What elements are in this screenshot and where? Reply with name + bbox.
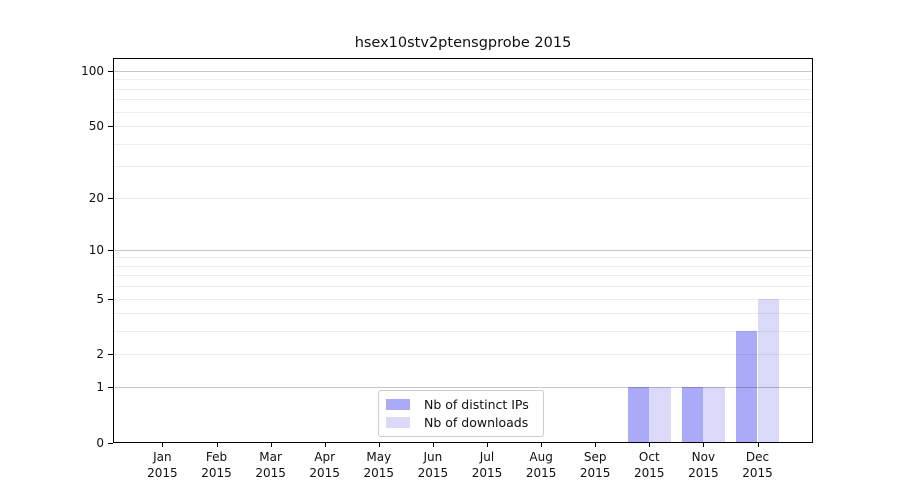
minor-gridline [113, 298, 813, 300]
x-tick-mark [541, 443, 543, 447]
x-tick-mark [324, 443, 326, 447]
x-tick-label-line: Feb [205, 450, 228, 464]
bar-nb-of-distinct-ips-nov [681, 387, 704, 443]
y-tick-mark [108, 443, 113, 444]
minor-gridline [113, 143, 813, 145]
x-tick-label-line: May [366, 450, 392, 464]
legend-swatch-downloads [386, 417, 410, 429]
x-tick-mark [757, 443, 759, 447]
bar-nb-of-distinct-ips-oct [627, 387, 650, 443]
x-tick-label-line: Dec [745, 450, 770, 464]
x-tick-label-line: Aug [529, 450, 553, 464]
minor-gridline [113, 99, 813, 101]
x-tick-label: Apr 2015 [298, 449, 352, 481]
y-tick-label: 0 [96, 436, 104, 450]
x-tick-label-line: 2015 [525, 466, 557, 480]
y-tick-mark [108, 298, 113, 300]
x-tick-label: Jun 2015 [406, 449, 460, 481]
x-tick-label-line: Mar [259, 450, 282, 464]
minor-gridline [113, 111, 813, 113]
bar-nb-of-downloads-oct [649, 387, 671, 443]
x-tick-label-line: 2015 [688, 466, 719, 480]
bar-nb-of-downloads-nov [703, 387, 725, 443]
y-tick-label: 2 [96, 347, 104, 362]
x-tick-label-line: Apr [314, 450, 336, 464]
legend-item-distinct-ips: Nb of distinct IPs [386, 395, 535, 414]
x-tick-mark [595, 443, 597, 447]
x-tick-label-line: Jun [423, 450, 443, 464]
x-tick-label-line: 2015 [363, 466, 395, 480]
minor-gridline [113, 197, 813, 199]
legend-item-downloads: Nb of downloads [386, 414, 535, 433]
x-tick-label: Feb 2015 [190, 449, 244, 481]
legend-label-downloads: Nb of downloads [424, 415, 529, 431]
legend-swatch-distinct-ips [386, 398, 410, 410]
x-tick-label-line: Oct [638, 450, 660, 464]
minor-gridline [113, 331, 813, 333]
major-gridline [113, 70, 813, 72]
x-tick-label-line: 2015 [309, 466, 340, 480]
minor-gridline [113, 257, 813, 259]
x-tick-label-line: 2015 [417, 466, 449, 480]
y-tick-label: 50 [88, 119, 104, 134]
x-tick-label: Jan 2015 [135, 449, 189, 481]
bar-nb-of-distinct-ips-dec [735, 331, 758, 443]
y-tick-mark [108, 249, 113, 251]
bar-nb-of-downloads-dec [757, 298, 780, 443]
x-tick-label-line: Jan [153, 450, 172, 464]
minor-gridline [113, 313, 813, 315]
x-tick-mark [487, 443, 488, 447]
y-tick-mark [108, 126, 113, 128]
x-tick-mark [649, 443, 651, 447]
y-tick-mark [108, 70, 113, 72]
x-tick-label: Nov 2015 [676, 449, 730, 481]
minor-gridline [113, 88, 813, 90]
y-tick-mark [108, 197, 113, 199]
x-tick-label-line: Sep [583, 450, 607, 464]
minor-gridline [113, 286, 813, 288]
x-tick-mark [378, 443, 380, 447]
chart-title: hsex10stv2ptensgprobe 2015 [354, 35, 572, 51]
x-tick-label-line: 2015 [742, 466, 773, 480]
minor-gridline [113, 126, 813, 128]
x-tick-label-line: 2015 [147, 466, 178, 480]
x-tick-label: Oct 2015 [622, 449, 676, 481]
y-tick-label: 20 [88, 190, 104, 205]
y-tick-label: 5 [96, 291, 104, 306]
minor-gridline [113, 166, 813, 168]
minor-gridline [113, 275, 813, 277]
x-tick-label-line: 2015 [634, 466, 665, 480]
legend: Nb of distinct IPs Nb of downloads [378, 390, 544, 437]
x-tick-label: Sep 2015 [568, 449, 622, 481]
x-tick-label-line: 2015 [579, 466, 611, 480]
x-tick-label-line: 2015 [255, 466, 286, 480]
x-tick-label: Mar 2015 [244, 449, 298, 481]
x-tick-label: May 2015 [352, 449, 406, 481]
x-tick-mark [162, 443, 164, 447]
x-tick-label-line: 2015 [201, 466, 232, 480]
x-tick-mark [270, 443, 272, 447]
major-gridline [113, 249, 813, 251]
minor-gridline [113, 354, 813, 356]
x-tick-label-line: Jul [479, 450, 495, 464]
x-tick-label: Dec 2015 [731, 449, 785, 481]
y-tick-label: 1 [96, 380, 104, 395]
x-tick-mark [432, 443, 434, 447]
x-tick-mark [703, 443, 705, 447]
x-tick-mark [216, 443, 218, 447]
x-tick-label: Jul 2015 [460, 449, 514, 481]
x-tick-label-line: 2015 [471, 466, 503, 480]
x-tick-label-line: Nov [691, 450, 716, 464]
y-tick-label: 100 [81, 63, 104, 78]
major-gridline [113, 387, 813, 389]
x-tick-label: Aug 2015 [514, 449, 568, 481]
minor-gridline [113, 265, 813, 267]
minor-gridline [113, 79, 813, 81]
y-tick-mark [108, 387, 113, 389]
legend-label-distinct-ips: Nb of distinct IPs [424, 396, 529, 412]
y-tick-mark [108, 354, 113, 356]
y-tick-label: 10 [88, 242, 104, 257]
